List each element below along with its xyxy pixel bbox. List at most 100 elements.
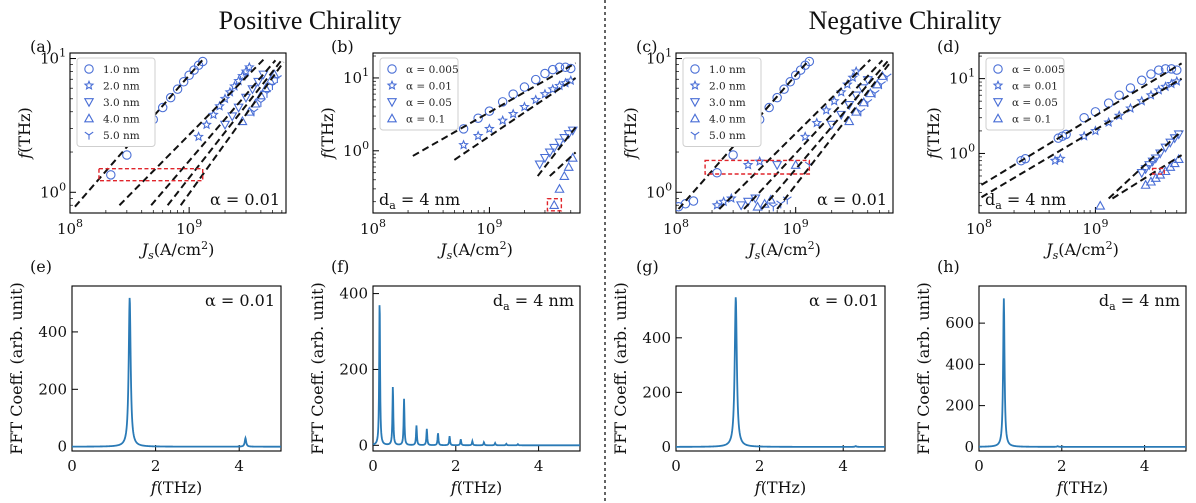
data-point <box>865 87 876 98</box>
data-point <box>1136 168 1147 179</box>
series-1 <box>711 65 862 210</box>
x-tick-label: 109 <box>1082 217 1108 238</box>
x-tick-label: 108 <box>360 217 386 238</box>
data-point <box>249 108 259 117</box>
legend-label: 3.0 nm <box>709 97 746 109</box>
data-point <box>1020 153 1031 164</box>
y-tick-label: 400 <box>642 329 671 347</box>
x-axis-label: f(THz) <box>754 478 806 497</box>
fit-line <box>980 62 1183 186</box>
data-point <box>728 150 738 160</box>
legend-label: α = 0.05 <box>406 97 452 109</box>
panel-c: (c) 108 109 100 101 1.0 nm 2.0 nm 3.0 nm 4.0 nm 5… <box>621 37 894 262</box>
panel-annotation: α = 0.01 <box>205 291 275 310</box>
data-point <box>219 93 231 104</box>
data-point <box>1125 83 1136 93</box>
data-point <box>554 183 565 193</box>
legend-marker <box>84 64 94 74</box>
data-point <box>1173 153 1184 164</box>
series-1 <box>458 74 577 150</box>
x-tick-label: 2 <box>1057 457 1067 475</box>
legend-label: 2.0 nm <box>709 81 746 93</box>
y-tick-label: 100 <box>40 180 66 201</box>
series-4 <box>249 75 282 117</box>
data-point <box>260 82 271 93</box>
data-point <box>858 97 869 107</box>
data-point <box>256 99 266 108</box>
data-point <box>735 201 747 211</box>
fit-line <box>118 59 265 206</box>
legend-label: 5.0 nm <box>103 130 140 142</box>
data-point <box>1160 143 1171 153</box>
data-point <box>233 75 244 86</box>
legend: α = 0.005 α = 0.01 α = 0.05 α = 0.1 <box>379 57 459 131</box>
data-point <box>197 56 208 67</box>
plot-frame <box>978 285 1187 452</box>
plot-frame <box>372 285 581 452</box>
series-1 <box>193 61 255 142</box>
panel-annotation: da = 4 nm <box>379 190 460 212</box>
data-point <box>530 94 542 105</box>
y-tick-label: 200 <box>339 360 368 378</box>
fit-line <box>412 62 577 157</box>
data-point <box>804 56 815 67</box>
data-point <box>1103 98 1114 108</box>
data-point <box>836 110 847 121</box>
x-tick-label: 0 <box>974 457 984 475</box>
panel-label: (b) <box>331 37 354 56</box>
header-negative-chirality: Negative Chirality <box>809 6 1002 35</box>
plot-frame <box>372 52 581 214</box>
data-point <box>507 108 519 119</box>
data-point <box>172 84 183 94</box>
panel-annotation: α = 0.01 <box>817 190 887 209</box>
data-point <box>497 114 509 126</box>
data-point <box>519 82 530 92</box>
data-point <box>1153 65 1164 75</box>
y-axis-label: f(THz) <box>318 107 337 159</box>
legend-marker <box>84 131 94 140</box>
panel-label: (f) <box>331 257 349 276</box>
y-axis-label: f(THz) <box>15 107 34 159</box>
data-point <box>193 131 204 142</box>
legend-marker <box>689 79 701 91</box>
series-0 <box>106 56 208 180</box>
data-point <box>539 153 551 164</box>
fit-line <box>1111 154 1183 200</box>
x-tick-label: 108 <box>663 217 689 238</box>
data-point <box>539 88 551 99</box>
y-tick-label: 0 <box>57 438 67 456</box>
x-tick-label: 4 <box>534 457 544 475</box>
data-point <box>844 115 855 126</box>
y-tick-label: 200 <box>38 380 67 398</box>
data-point <box>567 126 578 136</box>
data-point <box>237 70 248 81</box>
y-tick-label: 0 <box>661 438 671 456</box>
fft-spectrum-line <box>72 297 281 448</box>
x-tick-label: 4 <box>234 457 244 475</box>
data-point <box>754 155 766 167</box>
data-point <box>269 69 280 79</box>
data-point <box>820 104 832 115</box>
data-point <box>178 77 189 87</box>
data-point <box>725 192 737 203</box>
legend-label: 3.0 nm <box>103 97 140 109</box>
highlight-box <box>546 197 563 212</box>
data-point <box>243 61 255 72</box>
fit-line <box>980 77 1183 199</box>
x-axis-label: Js(A/cm2) <box>139 239 215 262</box>
data-point <box>563 161 574 171</box>
legend-label: 5.0 nm <box>709 130 746 142</box>
data-point <box>863 99 873 108</box>
x-tick-label: 109 <box>783 217 809 238</box>
data-point <box>473 113 483 123</box>
data-point <box>790 70 801 80</box>
fft-spectrum-line <box>979 298 1186 448</box>
y-tick-label: 400 <box>339 285 368 303</box>
data-point <box>219 120 231 131</box>
panel-annotation: da = 4 nm <box>985 190 1066 212</box>
data-point <box>530 74 541 85</box>
legend-frame <box>985 57 1065 131</box>
panel-annotation: da = 4 nm <box>493 291 574 313</box>
legend-label: α = 0.01 <box>406 81 452 93</box>
